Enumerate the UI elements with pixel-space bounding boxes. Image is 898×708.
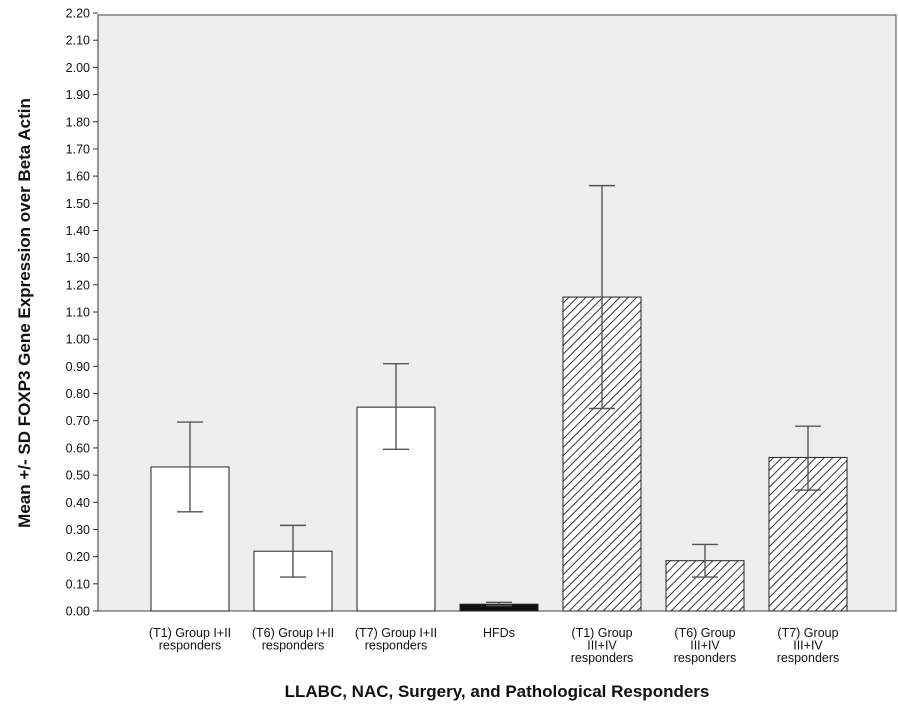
x-tick-label: (T1) Group bbox=[571, 626, 632, 640]
x-tick-label: (T6) Group bbox=[674, 626, 735, 640]
y-tick-label: 1.80 bbox=[66, 115, 90, 129]
y-tick-label: 2.00 bbox=[66, 61, 90, 75]
y-axis: 0.00 0.10 0.20 0.30 0.40 0.50 0.60 0.70 0.80 0.90… bbox=[66, 7, 99, 619]
y-tick-label: 0.90 bbox=[66, 360, 90, 374]
x-tick-label: (T7) Group bbox=[777, 626, 838, 640]
plot-area bbox=[97, 14, 897, 612]
y-tick-label: 1.10 bbox=[66, 306, 90, 320]
x-tick-label: III+IV bbox=[690, 639, 720, 653]
y-tick-label: 0.10 bbox=[66, 577, 90, 591]
y-tick-label: 1.30 bbox=[66, 251, 90, 265]
y-tick-label: 1.50 bbox=[66, 197, 90, 211]
y-tick-label: 2.10 bbox=[66, 34, 90, 48]
y-tick-label: 0.00 bbox=[66, 605, 90, 619]
x-tick-label: (T1) Group I+II bbox=[149, 626, 231, 640]
y-tick-label: 2.20 bbox=[66, 7, 90, 21]
x-tick-label: responders bbox=[365, 639, 428, 653]
y-tick-label: 0.80 bbox=[66, 387, 90, 401]
x-tick-label: responders bbox=[674, 651, 737, 665]
y-tick-label: 1.40 bbox=[66, 224, 90, 238]
y-tick-label: 0.40 bbox=[66, 496, 90, 510]
y-tick-label: 0.30 bbox=[66, 523, 90, 537]
y-tick-label: 0.70 bbox=[66, 414, 90, 428]
x-tick-label: (T7) Group I+II bbox=[355, 626, 437, 640]
y-axis-title: Mean +/- SD FOXP3 Gene Expression over B… bbox=[15, 98, 34, 528]
x-tick-label: responders bbox=[262, 639, 325, 653]
x-axis-title: LLABC, NAC, Surgery, and Pathological Re… bbox=[285, 682, 710, 701]
x-tick-label: responders bbox=[571, 651, 634, 665]
x-tick-label: III+IV bbox=[587, 639, 617, 653]
x-tick-label: responders bbox=[777, 651, 840, 665]
y-tick-label: 1.70 bbox=[66, 142, 90, 156]
bars bbox=[150, 296, 848, 612]
error-bars bbox=[177, 184, 821, 607]
y-tick-label: 1.60 bbox=[66, 170, 90, 184]
y-tick-label: 0.50 bbox=[66, 469, 90, 483]
y-tick-label: 1.00 bbox=[66, 333, 90, 347]
y-tick-label: 1.90 bbox=[66, 88, 90, 102]
x-tick-label: responders bbox=[159, 639, 222, 653]
y-tick-label: 1.20 bbox=[66, 278, 90, 292]
y-tick-label: 0.60 bbox=[66, 441, 90, 455]
x-tick-label: III+IV bbox=[793, 639, 823, 653]
x-tick-label: HFDs bbox=[483, 626, 515, 640]
y-tick-label: 0.20 bbox=[66, 550, 90, 564]
x-tick-label: (T6) Group I+II bbox=[252, 626, 334, 640]
